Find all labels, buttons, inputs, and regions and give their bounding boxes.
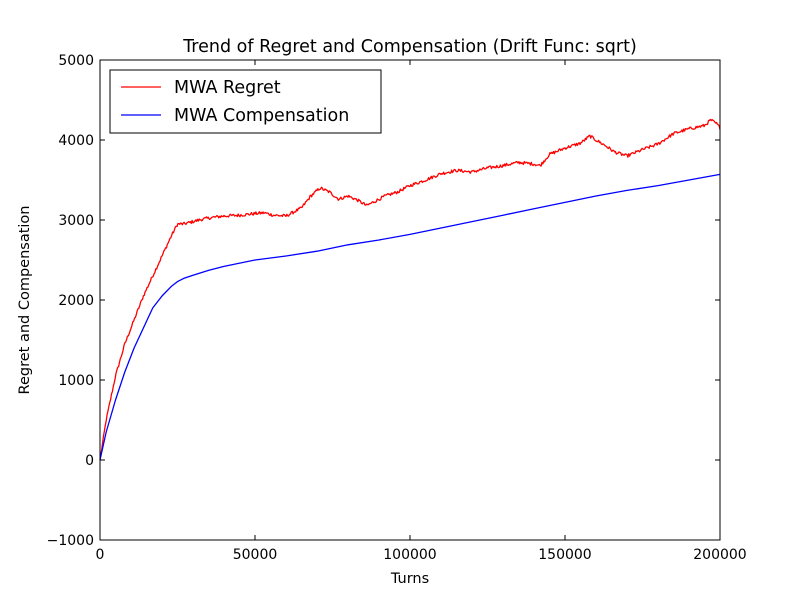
x-tick-label: 100000 [383,547,436,563]
series-line-0 [99,118,721,461]
x-axis-label: Turns [390,571,429,587]
legend: MWA Regret MWA Compensation [109,69,382,134]
y-tick-label: 3000 [58,213,94,229]
legend-label-regret: MWA Regret [174,78,281,98]
x-tick-label: 150000 [538,547,591,563]
y-tick-label: 2000 [58,293,94,309]
y-axis-label: Regret and Compensation [17,206,33,395]
x-tick-label: 200000 [693,547,746,563]
y-tick-label: 4000 [58,133,94,149]
x-tick-label: 50000 [233,547,278,563]
y-tick-label: −1000 [47,533,94,549]
y-tick-label: 0 [85,453,94,469]
chart-title: Trend of Regret and Compensation (Drift … [182,37,637,57]
series-line-1 [99,173,721,461]
x-tick-label: 0 [96,547,105,563]
legend-box [109,69,382,134]
y-tick-label: 1000 [58,373,94,389]
series-layer [99,118,721,461]
ticks-layer: 0 50000 100000 150000 200000−100001000200030… [47,53,747,563]
legend-label-compensation: MWA Compensation [174,106,349,126]
y-tick-label: 5000 [58,53,94,69]
plot-frame [99,59,721,541]
